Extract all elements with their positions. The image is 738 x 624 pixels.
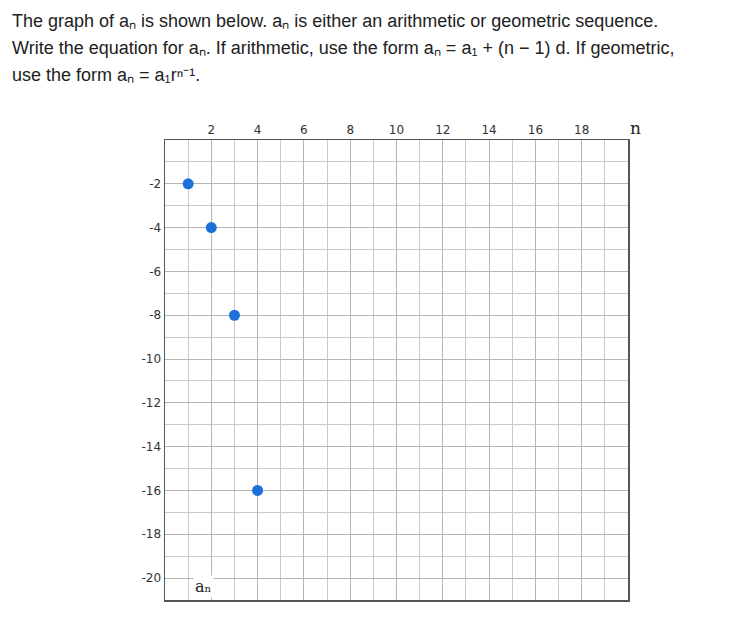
svg-text:-14: -14: [141, 440, 161, 454]
svg-text:18: 18: [574, 123, 589, 137]
svg-text:6: 6: [300, 123, 308, 137]
svg-text:-20: -20: [141, 571, 161, 585]
svg-text:8: 8: [346, 123, 354, 137]
svg-text:16: 16: [528, 123, 543, 137]
svg-text:n: n: [630, 118, 641, 138]
svg-text:-18: -18: [141, 527, 161, 541]
svg-text:-2: -2: [149, 177, 161, 191]
svg-text:-4: -4: [149, 221, 161, 235]
svg-text:-8: -8: [149, 308, 161, 322]
svg-text:2: 2: [207, 123, 215, 137]
svg-text:-6: -6: [149, 265, 161, 279]
html-text:The graph of aₙ is shown below: The graph of aₙ is shown below. aₙ is ei…: [12, 11, 675, 85]
svg-text:aₙ: aₙ: [195, 577, 212, 596]
svg-text:12: 12: [435, 123, 450, 137]
svg-text:14: 14: [481, 123, 496, 137]
svg-text:-10: -10: [141, 352, 161, 366]
svg-text:-16: -16: [141, 484, 161, 498]
svg-text:10: 10: [389, 123, 404, 137]
svg-text:4: 4: [254, 123, 262, 137]
svg-text:-12: -12: [141, 396, 161, 410]
